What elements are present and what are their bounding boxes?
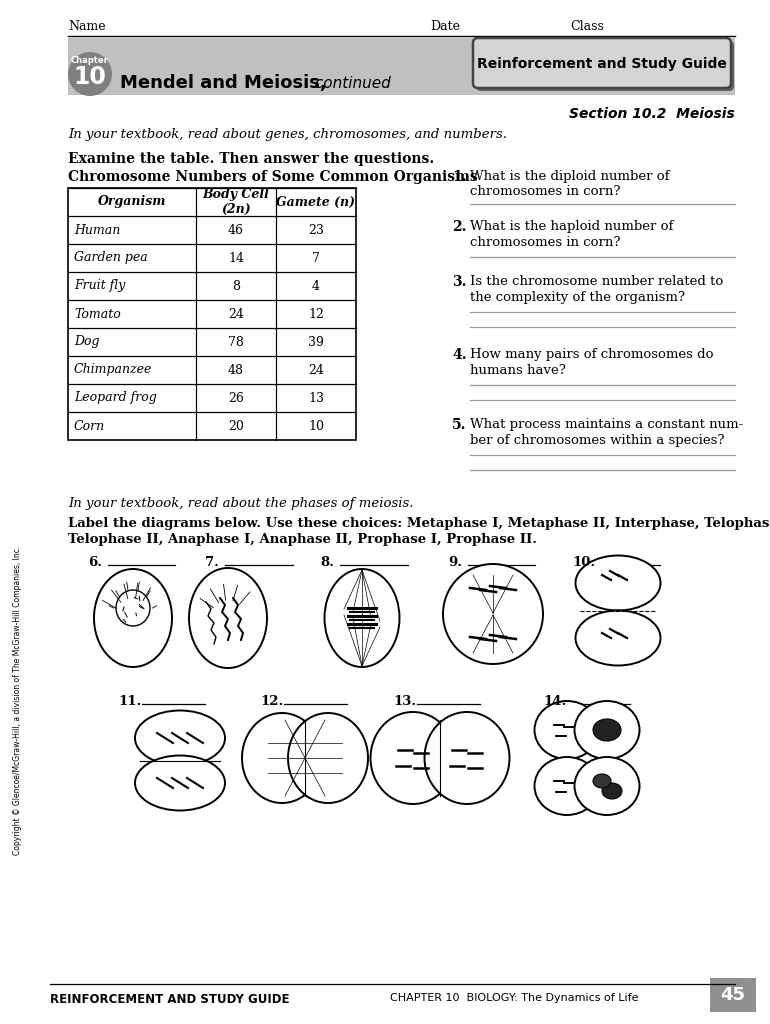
Text: continued: continued (310, 76, 390, 91)
Ellipse shape (94, 569, 172, 667)
Text: 23: 23 (308, 223, 324, 237)
Text: 14: 14 (228, 252, 244, 264)
Text: Fruit fly: Fruit fly (74, 280, 126, 293)
Text: Human: Human (74, 223, 120, 237)
Text: Body Cell
(2n): Body Cell (2n) (203, 188, 270, 216)
Text: In your textbook, read about the phases of meiosis.: In your textbook, read about the phases … (68, 497, 413, 510)
Ellipse shape (443, 564, 543, 664)
Ellipse shape (534, 757, 600, 815)
Ellipse shape (574, 757, 640, 815)
Text: 4: 4 (312, 280, 320, 293)
Text: Chapter: Chapter (71, 56, 109, 65)
Text: Mendel and Meiosis,: Mendel and Meiosis, (120, 74, 326, 92)
Bar (710, 978, 756, 1012)
Text: 10: 10 (308, 420, 324, 432)
Text: chromosomes in corn?: chromosomes in corn? (470, 236, 621, 249)
Text: 20: 20 (228, 420, 244, 432)
Text: 8.: 8. (320, 556, 334, 569)
Text: Reinforcement and Study Guide: Reinforcement and Study Guide (477, 57, 727, 71)
Text: 6.: 6. (88, 556, 102, 569)
Ellipse shape (189, 568, 267, 668)
Ellipse shape (324, 569, 400, 667)
Text: Label the diagrams below. Use these choices: Metaphase I, Metaphase II, Interpha: Label the diagrams below. Use these choi… (68, 517, 770, 530)
Text: In your textbook, read about genes, chromosomes, and numbers.: In your textbook, read about genes, chro… (68, 128, 507, 141)
Ellipse shape (288, 713, 368, 803)
Text: Class: Class (570, 20, 604, 33)
FancyBboxPatch shape (473, 38, 731, 88)
Text: 26: 26 (228, 391, 244, 404)
Text: 46: 46 (228, 223, 244, 237)
Ellipse shape (242, 713, 322, 803)
Text: Chromosome Numbers of Some Common Organisms: Chromosome Numbers of Some Common Organi… (68, 170, 477, 184)
Text: Garden pea: Garden pea (74, 252, 148, 264)
Text: 12.: 12. (260, 695, 283, 708)
Ellipse shape (135, 756, 225, 811)
Text: Examine the table. Then answer the questions.: Examine the table. Then answer the quest… (68, 152, 434, 166)
Text: 39: 39 (308, 336, 324, 348)
Ellipse shape (602, 783, 622, 799)
Text: CHAPTER 10  BIOLOGY: The Dynamics of Life: CHAPTER 10 BIOLOGY: The Dynamics of Life (390, 993, 638, 1002)
Text: 1.: 1. (452, 170, 467, 184)
Text: the complexity of the organism?: the complexity of the organism? (470, 291, 685, 304)
Text: Organism: Organism (98, 196, 166, 209)
Text: 4.: 4. (452, 348, 467, 362)
Text: ber of chromosomes within a species?: ber of chromosomes within a species? (470, 434, 725, 447)
Text: 13.: 13. (393, 695, 416, 708)
Text: Copyright © Glencoe/McGraw-Hill, a division of The McGraw-Hill Companies, Inc.: Copyright © Glencoe/McGraw-Hill, a divis… (14, 546, 22, 855)
Text: Telophase II, Anaphase I, Anaphase II, Prophase I, Prophase II.: Telophase II, Anaphase I, Anaphase II, P… (68, 534, 537, 546)
Ellipse shape (575, 555, 661, 610)
Text: 5.: 5. (452, 418, 467, 432)
Ellipse shape (424, 712, 510, 804)
Text: chromosomes in corn?: chromosomes in corn? (470, 185, 621, 198)
Text: Name: Name (68, 20, 105, 33)
Ellipse shape (593, 774, 611, 788)
Text: 7: 7 (312, 252, 320, 264)
Ellipse shape (370, 712, 456, 804)
Text: 2.: 2. (452, 220, 467, 234)
Text: Dog: Dog (74, 336, 99, 348)
Circle shape (68, 52, 112, 96)
Text: What is the diploid number of: What is the diploid number of (470, 170, 669, 183)
Text: REINFORCEMENT AND STUDY GUIDE: REINFORCEMENT AND STUDY GUIDE (50, 993, 290, 1006)
Text: 10: 10 (74, 65, 106, 89)
Text: Chimpanzee: Chimpanzee (74, 364, 152, 377)
Text: 13: 13 (308, 391, 324, 404)
Ellipse shape (575, 610, 661, 666)
Text: What process maintains a constant num-: What process maintains a constant num- (470, 418, 743, 431)
Text: 24: 24 (228, 307, 244, 321)
Text: 3.: 3. (452, 275, 467, 289)
Text: 45: 45 (721, 986, 745, 1004)
Ellipse shape (135, 711, 225, 766)
Text: What is the haploid number of: What is the haploid number of (470, 220, 674, 233)
Text: 48: 48 (228, 364, 244, 377)
Text: humans have?: humans have? (470, 364, 566, 377)
Ellipse shape (574, 701, 640, 759)
Text: 14.: 14. (543, 695, 566, 708)
Text: How many pairs of chromosomes do: How many pairs of chromosomes do (470, 348, 714, 361)
Bar (68, 38, 735, 95)
Text: 10.: 10. (572, 556, 595, 569)
Text: 12: 12 (308, 307, 324, 321)
FancyBboxPatch shape (476, 41, 734, 91)
Text: Gamete (n): Gamete (n) (276, 196, 356, 209)
Text: 78: 78 (228, 336, 244, 348)
Ellipse shape (593, 719, 621, 741)
Ellipse shape (534, 701, 600, 759)
Text: 8: 8 (232, 280, 240, 293)
Text: 9.: 9. (448, 556, 462, 569)
Text: 11.: 11. (118, 695, 141, 708)
Text: Leopard frog: Leopard frog (74, 391, 157, 404)
Text: Tomato: Tomato (74, 307, 121, 321)
Text: 24: 24 (308, 364, 324, 377)
Text: 7.: 7. (205, 556, 219, 569)
Text: Section 10.2  Meiosis: Section 10.2 Meiosis (569, 106, 735, 121)
Text: Is the chromosome number related to: Is the chromosome number related to (470, 275, 723, 288)
Bar (68, 188, 356, 440)
Text: Corn: Corn (74, 420, 105, 432)
Text: Date: Date (430, 20, 460, 33)
